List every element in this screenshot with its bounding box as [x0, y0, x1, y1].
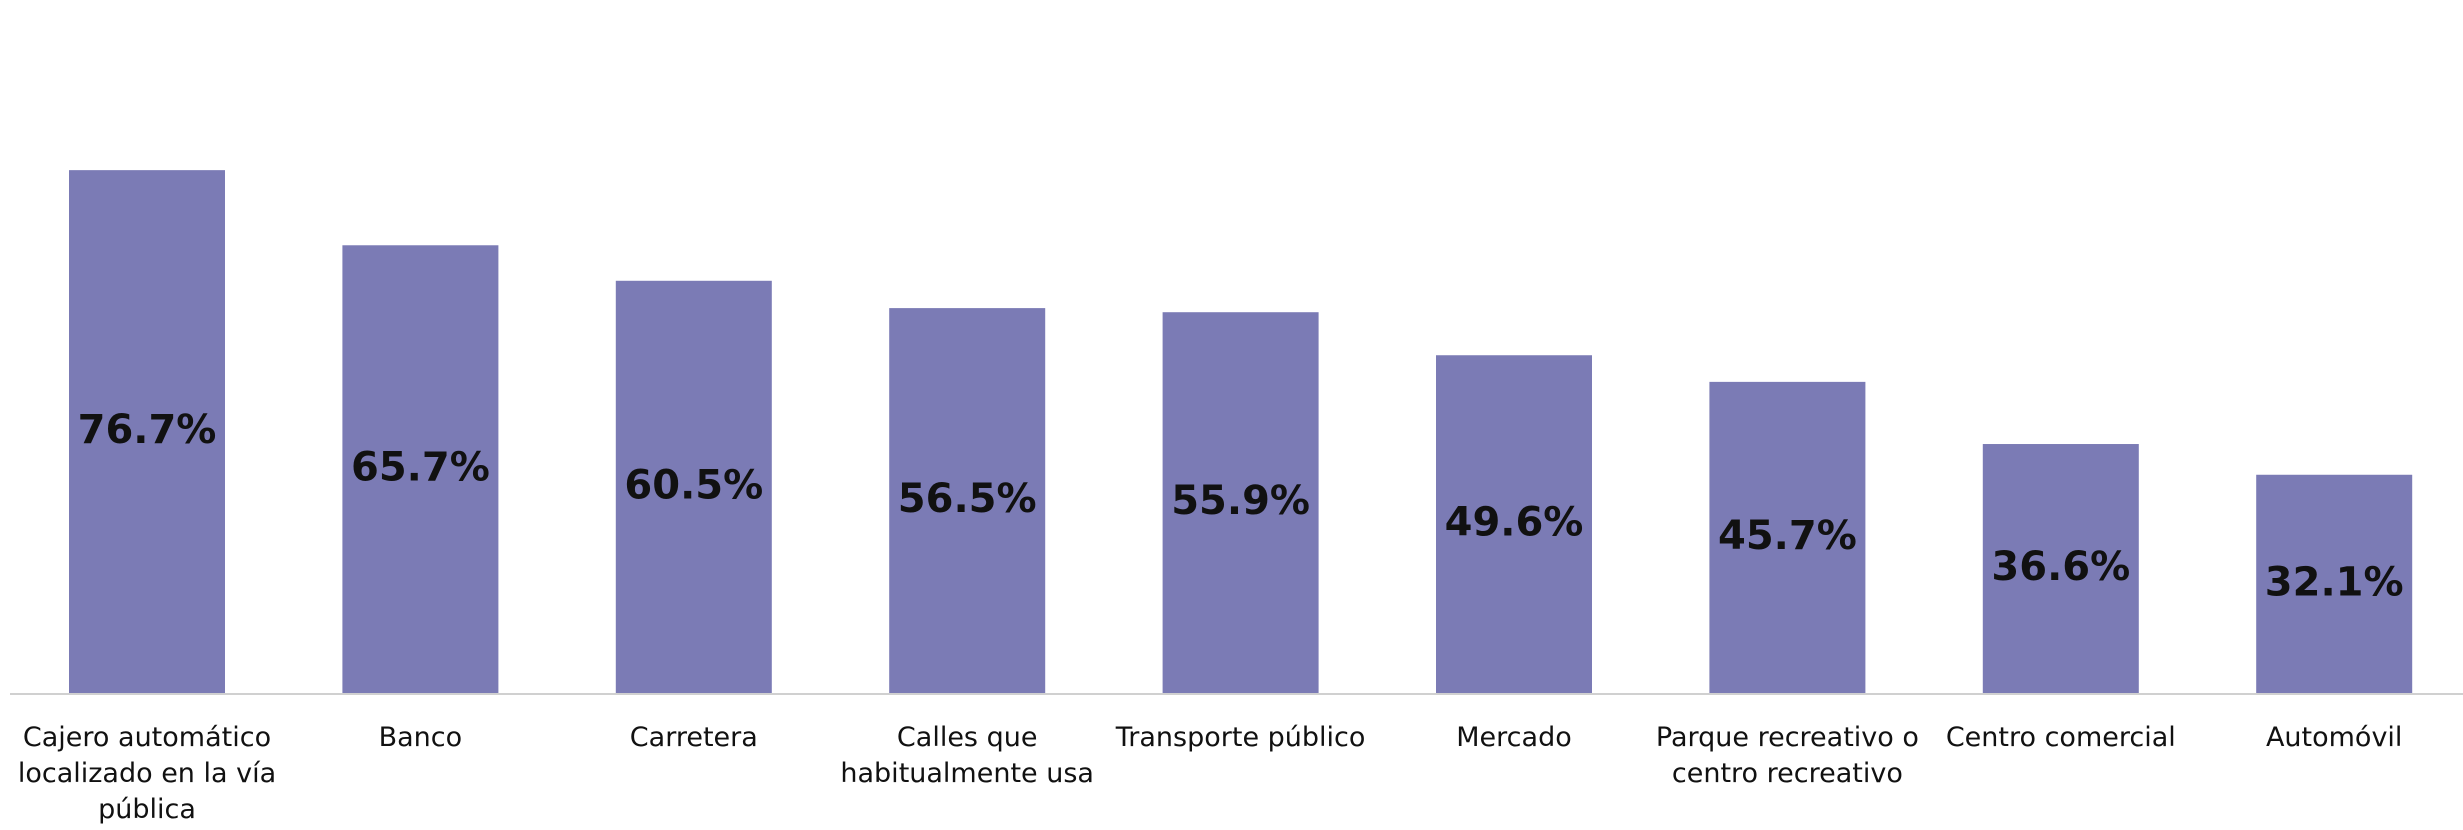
value-label: 56.5%: [898, 476, 1037, 522]
x-tick-label: Carretera: [629, 722, 758, 753]
value-label: 76.7%: [78, 407, 217, 453]
bar: [889, 308, 1046, 694]
value-label: 32.1%: [2265, 559, 2404, 605]
x-tick-label: Transporte público: [1115, 722, 1366, 753]
x-tick-label: Calles que habitualmente usa: [840, 722, 1094, 789]
x-tick-label: Automóvil: [2265, 722, 2403, 753]
value-label: 65.7%: [351, 445, 490, 491]
bar: [1436, 355, 1592, 694]
x-tick-label: Banco: [378, 722, 463, 753]
x-tick-label: Centro comercial: [1945, 722, 2176, 753]
bar: [1162, 312, 1319, 694]
x-tick-label: Mercado: [1456, 722, 1572, 753]
x-tick-label: Cajero automático localizado en la vía p…: [17, 722, 277, 825]
bar: [1982, 444, 2139, 694]
bar: [1709, 381, 1866, 694]
value-label: 45.7%: [1718, 513, 1857, 559]
bar: [342, 245, 499, 695]
x-tick-label: Parque recreativo o centro recreativo: [1655, 722, 1919, 789]
bar: [2256, 474, 2413, 694]
value-label: 60.5%: [624, 462, 763, 508]
bar: [615, 280, 772, 694]
value-label: 36.6%: [1991, 544, 2130, 590]
value-label: 55.9%: [1171, 478, 1310, 524]
value-label: 49.6%: [1445, 500, 1584, 546]
bar: [69, 170, 225, 694]
